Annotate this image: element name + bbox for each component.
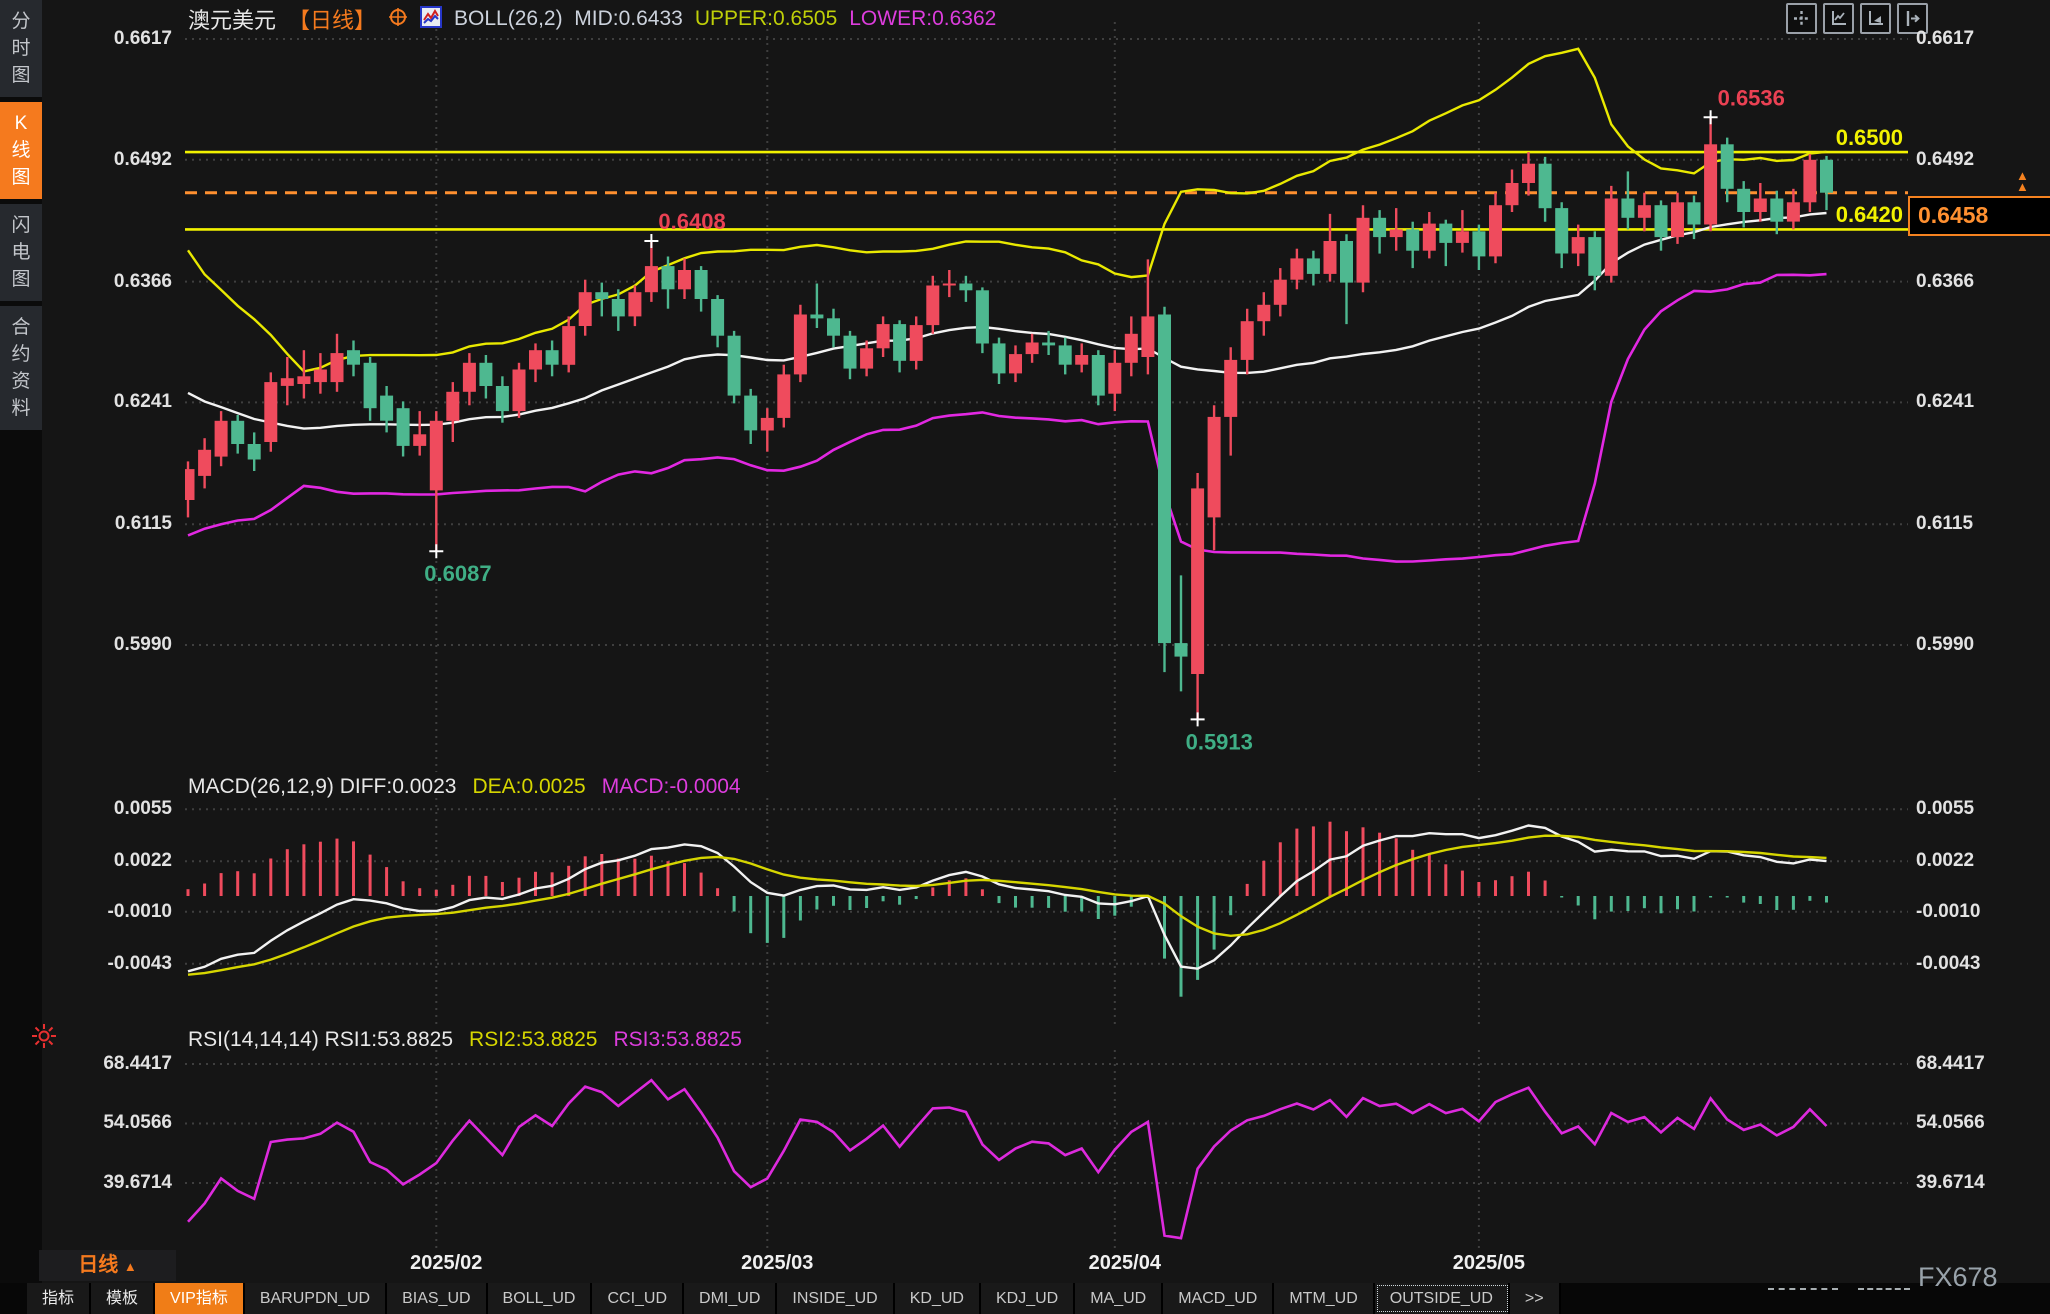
axis-zigzag-icon[interactable] (1823, 3, 1854, 34)
main-axis-label: 0.6617 (113, 28, 172, 49)
tab-maud[interactable]: MA_UD (1075, 1283, 1164, 1314)
rsi-axis-label: 54.0566 (1916, 1112, 1985, 1134)
tab-[interactable]: 指标 (27, 1283, 92, 1314)
tab-insideud[interactable]: INSIDE_UD (777, 1283, 895, 1314)
sidebar-item-3[interactable]: 合约资料 (0, 306, 42, 430)
main-axis-label: 0.6115 (1916, 513, 1974, 535)
rsi-axis-label: 39.6714 (103, 1171, 172, 1193)
macd-macd-label: MACD:-0.0004 (601, 775, 741, 798)
svg-text:0.6087: 0.6087 (424, 561, 491, 586)
macd-axis-label: 0.0022 (113, 850, 172, 872)
tab-dmiud[interactable]: DMI_UD (684, 1283, 778, 1314)
macd-params-label: MACD(26,12,9) DIFF:0.0023 (188, 775, 457, 798)
main-axis-label: 0.6492 (1916, 148, 1975, 170)
main-axis-label: 0.6366 (113, 270, 172, 292)
tab-[interactable]: 模板 (91, 1283, 156, 1314)
macd-axis-label: 0.0022 (1916, 850, 1975, 872)
svg-text:0.6408: 0.6408 (658, 209, 725, 234)
target-circle-icon[interactable] (388, 7, 408, 32)
tab-bollud[interactable]: BOLL_UD (487, 1283, 593, 1314)
period-tag[interactable]: 【日线】 (288, 8, 377, 33)
alert-sun-icon (30, 1022, 58, 1055)
triangle-up-icon: ▲ (123, 1259, 137, 1274)
tab-barupdnud[interactable]: BARUPDN_UD (244, 1283, 388, 1314)
instrument-name: 澳元美元 (188, 8, 277, 33)
macd-axis-label: -0.0043 (1916, 952, 1981, 974)
chart-title-row: 澳元美元 【日线】 BOLL(26,2) MID:0.6433 UPPER:0.… (188, 5, 996, 33)
rsi3-label: RSI3:53.8825 (613, 1028, 742, 1051)
period-selector[interactable]: 日线 ▲ (39, 1250, 176, 1281)
mini-chart-icon[interactable] (420, 5, 443, 33)
rsi-params-label: RSI(14,14,14) RSI1:53.8825 (188, 1028, 454, 1051)
macd-histogram (186, 821, 1828, 997)
boll-indicator-label: BOLL(26,2) MID:0.6433 (454, 7, 683, 30)
rsi-axis-label: 68.4417 (1916, 1053, 1985, 1074)
rsi-axis-label: 68.4417 (103, 1053, 172, 1074)
sidebar-item-2[interactable]: 闪电图 (0, 204, 42, 301)
tab-cciud[interactable]: CCI_UD (592, 1283, 685, 1314)
macd-axis-label: 0.0055 (1916, 798, 1975, 820)
main-axis-label: 0.6241 (1916, 391, 1975, 413)
main-axis-label: 0.6241 (113, 391, 172, 413)
rsi-pane-title: RSI(14,14,14) RSI1:53.8825 RSI2:53.8825 … (188, 1028, 742, 1052)
x-axis-date-label: 2025/02 (410, 1252, 483, 1274)
boll-lower-label: LOWER:0.6362 (849, 7, 997, 30)
axis-play-icon[interactable] (1860, 3, 1891, 34)
macd-axis-label: -0.0010 (1916, 900, 1981, 922)
macd-lines (187, 824, 1827, 976)
price-scroll-marker[interactable]: ▲ ▲ (2016, 168, 2029, 194)
main-axis-label: 0.6617 (1916, 28, 1975, 49)
crosshair-icon[interactable] (1786, 3, 1817, 34)
x-axis-date-label: 2025/05 (1452, 1252, 1526, 1274)
current-price-box: 0.6458 (1908, 196, 2050, 236)
watermark: FX678 (1918, 1262, 1998, 1292)
x-axis-date-label: 2025/04 (1088, 1252, 1161, 1274)
tab-outsideud[interactable]: OUTSIDE_UD (1374, 1283, 1510, 1314)
macd-dea-label: DEA:0.0025 (472, 775, 586, 798)
svg-text:0.6536: 0.6536 (1718, 85, 1785, 110)
candlesticks (185, 117, 1833, 720)
rsi-axis-label: 39.6714 (1916, 1171, 1985, 1193)
macd-axis-label: -0.0010 (107, 900, 172, 922)
tab-kdud[interactable]: KD_UD (894, 1283, 981, 1314)
main-axis-label: 0.6115 (114, 513, 172, 535)
key-level-label: 0.6420 (1835, 202, 1903, 228)
macd-axis-label: 0.0055 (113, 798, 172, 820)
tab-biasud[interactable]: BIAS_UD (387, 1283, 488, 1314)
pan-right-icon[interactable] (1897, 3, 1928, 34)
main-axis-label: 0.6492 (113, 148, 172, 170)
chart-toolbar (1786, 3, 1928, 34)
boll-bands (187, 47, 1827, 563)
dashed-segment (1858, 1288, 1910, 1290)
tab-macdud[interactable]: MACD_UD (1163, 1283, 1275, 1314)
macd-axis-label: -0.0043 (107, 952, 172, 974)
tab-mtmud[interactable]: MTM_UD (1274, 1283, 1375, 1314)
boll-upper-label: UPPER:0.6505 (694, 7, 838, 30)
main-axis-label: 0.5990 (1916, 633, 1975, 655)
sidebar-item-0[interactable]: 分时图 (0, 0, 42, 97)
tab-[interactable]: >> (1509, 1283, 1561, 1314)
macd-pane-title: MACD(26,12,9) DIFF:0.0023 DEA:0.0025 MAC… (188, 775, 741, 799)
dashed-segment (1768, 1288, 1838, 1290)
main-axis-label: 0.5990 (113, 633, 172, 655)
rsi2-label: RSI2:53.8825 (469, 1028, 598, 1051)
rsi-line (187, 1078, 1828, 1240)
svg-text:0.5913: 0.5913 (1186, 729, 1253, 754)
price-annotations: 0.6536 0.6408 0.6087 0.5913 (424, 85, 1785, 754)
rsi-axis-label: 54.0566 (103, 1112, 172, 1134)
x-axis-date-label: 2025/03 (741, 1252, 814, 1274)
main-axis-label: 0.6366 (1916, 270, 1975, 292)
tab-kdjud[interactable]: KDJ_UD (980, 1283, 1076, 1314)
indicator-tab-bar: 指标 模板 VIP指标 BARUPDN_UD BIAS_UD BOLL_UD CCI_UD D… (0, 1283, 2050, 1314)
key-level-label: 0.6500 (1835, 125, 1903, 151)
tab-vip[interactable]: VIP指标 (155, 1283, 245, 1314)
